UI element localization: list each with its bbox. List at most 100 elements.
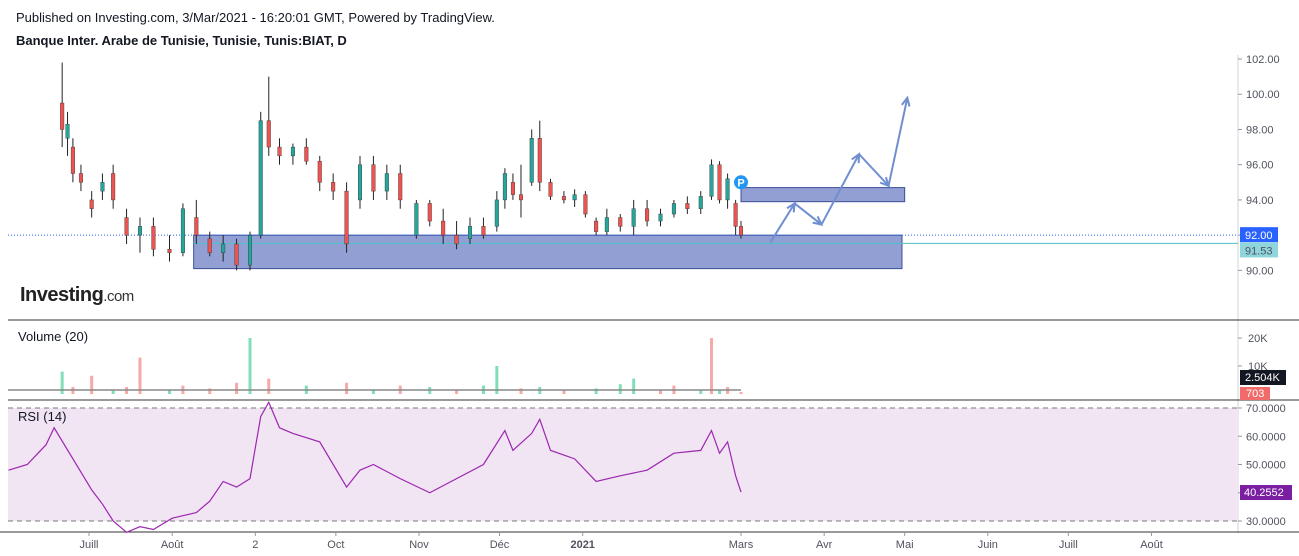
candle[interactable] xyxy=(529,138,534,183)
volume-bar[interactable] xyxy=(111,389,115,394)
ma-value-tag xyxy=(1240,242,1278,258)
candle[interactable] xyxy=(124,217,129,236)
candle[interactable] xyxy=(454,234,459,245)
time-tick-label: Juin xyxy=(978,539,998,551)
candle[interactable] xyxy=(111,173,116,201)
candle[interactable] xyxy=(304,146,309,162)
resistance-zone[interactable] xyxy=(740,187,906,203)
candle[interactable] xyxy=(70,146,75,174)
candle[interactable] xyxy=(739,226,744,236)
rsi-band xyxy=(8,408,1238,521)
candle[interactable] xyxy=(518,194,523,201)
volume-bar[interactable] xyxy=(138,357,142,394)
volume-bar[interactable] xyxy=(495,366,499,394)
candle[interactable] xyxy=(427,203,432,222)
candle[interactable] xyxy=(398,173,403,201)
projection-arrow[interactable] xyxy=(820,153,860,226)
volume-bar[interactable] xyxy=(659,389,663,394)
volume-bar[interactable] xyxy=(208,388,212,394)
volume-bar[interactable] xyxy=(739,392,743,394)
candle[interactable] xyxy=(331,182,336,192)
volume-bar[interactable] xyxy=(267,378,271,394)
candle[interactable] xyxy=(441,220,446,236)
candle[interactable] xyxy=(60,102,65,130)
candle[interactable] xyxy=(100,182,105,192)
candle[interactable] xyxy=(725,178,730,201)
volume-bar[interactable] xyxy=(167,389,171,394)
candle[interactable] xyxy=(717,164,722,201)
volume-bar[interactable] xyxy=(632,378,636,394)
candle[interactable] xyxy=(709,164,714,197)
rsi-line[interactable] xyxy=(8,400,742,533)
candle[interactable] xyxy=(548,182,553,197)
volume-bar[interactable] xyxy=(235,382,239,394)
candle[interactable] xyxy=(234,243,239,266)
volume-bar[interactable] xyxy=(371,389,375,394)
candle[interactable] xyxy=(502,173,507,201)
volume-bar[interactable] xyxy=(618,384,622,394)
candle[interactable] xyxy=(151,226,156,250)
volume-bar[interactable] xyxy=(519,388,523,394)
volume-bar[interactable] xyxy=(699,389,703,394)
candle[interactable] xyxy=(631,208,636,227)
candle[interactable] xyxy=(537,138,542,183)
candle[interactable] xyxy=(180,208,185,253)
candle[interactable] xyxy=(266,120,271,148)
volume-bar[interactable] xyxy=(248,338,252,394)
rsi-tick-label: 70.0000 xyxy=(1246,403,1286,415)
candle[interactable] xyxy=(137,226,142,236)
candle[interactable] xyxy=(384,173,389,192)
time-tick-label: Juill xyxy=(80,539,99,551)
candle[interactable] xyxy=(167,249,172,253)
candle[interactable] xyxy=(357,164,362,201)
candle[interactable] xyxy=(645,208,650,222)
candle[interactable] xyxy=(207,238,212,253)
volume-bar[interactable] xyxy=(562,389,566,394)
volume-bar[interactable] xyxy=(60,371,64,394)
alert-marker[interactable] xyxy=(734,175,748,190)
volume-bar[interactable] xyxy=(455,389,459,394)
candle[interactable] xyxy=(583,194,588,215)
candle[interactable] xyxy=(618,217,623,227)
candle[interactable] xyxy=(481,226,486,236)
volume-bar[interactable] xyxy=(709,338,713,394)
candle[interactable] xyxy=(258,120,263,236)
candle[interactable] xyxy=(510,182,515,195)
candle[interactable] xyxy=(468,226,473,239)
candle[interactable] xyxy=(247,234,252,266)
volume-bar[interactable] xyxy=(90,375,94,394)
projection-arrow[interactable] xyxy=(794,202,823,226)
candle[interactable] xyxy=(277,146,282,157)
volume-bar[interactable] xyxy=(345,382,349,394)
candle[interactable] xyxy=(604,217,609,232)
time-tick-label: 2 xyxy=(252,539,258,551)
candle[interactable] xyxy=(344,190,349,245)
candle[interactable] xyxy=(414,203,419,236)
projection-arrow[interactable] xyxy=(769,202,796,243)
candle[interactable] xyxy=(371,164,376,192)
candle[interactable] xyxy=(733,203,738,227)
candle[interactable] xyxy=(89,199,94,209)
candle[interactable] xyxy=(221,243,226,253)
projection-arrow[interactable] xyxy=(887,97,909,187)
arrow-head xyxy=(901,95,911,107)
projection-arrow[interactable] xyxy=(858,153,890,187)
candle[interactable] xyxy=(317,160,322,183)
candle[interactable] xyxy=(698,196,703,209)
candle[interactable] xyxy=(572,194,577,201)
candle[interactable] xyxy=(594,220,599,232)
time-tick-label: Mars xyxy=(729,539,754,551)
candle[interactable] xyxy=(65,123,70,139)
candle[interactable] xyxy=(78,173,83,183)
price-tick-label: 100.00 xyxy=(1246,89,1280,101)
candle[interactable] xyxy=(561,196,566,201)
volume-bar[interactable] xyxy=(594,388,598,394)
candle[interactable] xyxy=(685,203,690,209)
candle[interactable] xyxy=(290,146,295,157)
candle[interactable] xyxy=(658,213,663,222)
candle[interactable] xyxy=(494,199,499,227)
volume-bar[interactable] xyxy=(718,389,722,394)
candle[interactable] xyxy=(671,203,676,215)
candle[interactable] xyxy=(194,217,199,236)
support-zone[interactable] xyxy=(193,234,903,270)
